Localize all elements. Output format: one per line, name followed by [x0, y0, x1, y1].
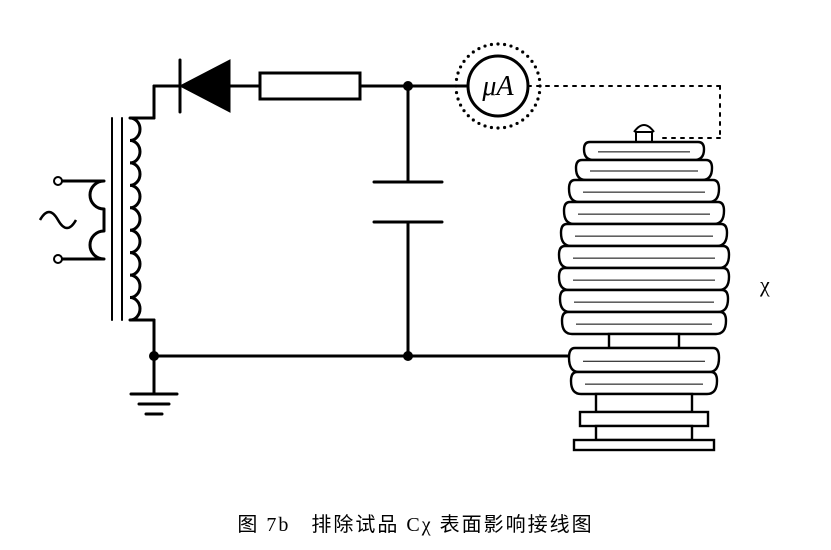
specimen-label: χ: [759, 272, 770, 297]
meter-label: μA: [481, 71, 514, 102]
resistor: [260, 73, 360, 99]
figure-caption: 图 7b 排除试品 Cχ 表面影响接线图: [0, 508, 831, 537]
ac-source-icon: [40, 212, 76, 228]
transformer-secondary: [130, 118, 140, 320]
circuit-diagram: μA χ: [0, 0, 831, 550]
caption-prefix: 图 7b: [237, 514, 290, 536]
caption-text: 排除试品 Cχ 表面影响接线图: [311, 514, 593, 536]
